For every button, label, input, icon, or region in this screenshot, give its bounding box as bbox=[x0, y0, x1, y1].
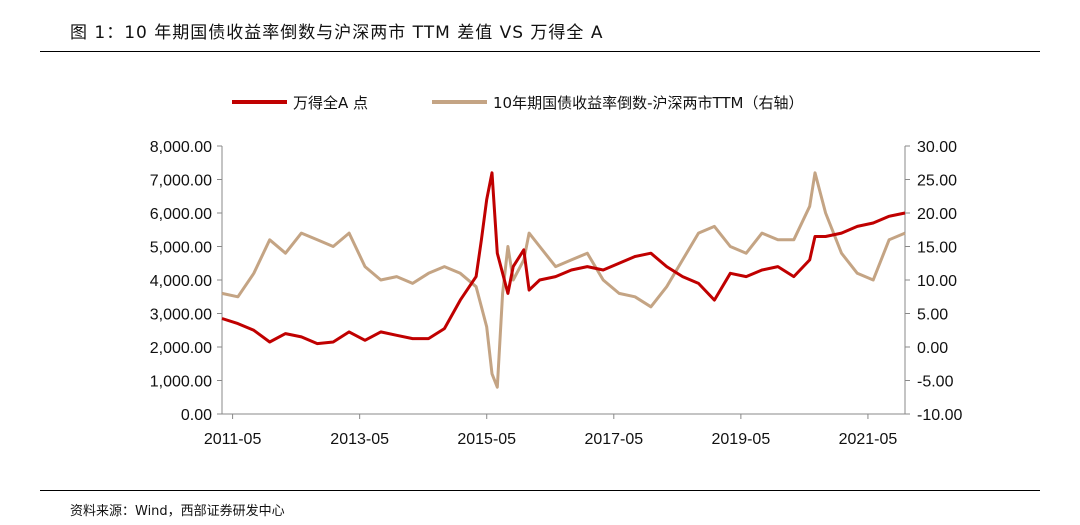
left-tick-label: 4,000.00 bbox=[150, 273, 212, 290]
right-tick-label: 20.00 bbox=[917, 206, 957, 223]
left-tick-label: 8,000.00 bbox=[150, 139, 212, 156]
legend: 万得全A 点 10年期国债收益率倒数-沪深两市TTM（右轴） bbox=[232, 94, 804, 112]
left-tick-label: 5,000.00 bbox=[150, 240, 212, 257]
legend-item-yield-gap: 10年期国债收益率倒数-沪深两市TTM（右轴） bbox=[493, 94, 804, 112]
legend-item-wind-a: 万得全A 点 bbox=[293, 94, 368, 112]
left-tick-label: 1,000.00 bbox=[150, 374, 212, 391]
x-tick-label: 2021-05 bbox=[839, 431, 898, 448]
figure-title: 图 1：10 年期国债收益率倒数与沪深两市 TTM 差值 VS 万得全 A bbox=[70, 23, 604, 43]
x-tick-label: 2013-05 bbox=[330, 431, 389, 448]
right-tick-label: 0.00 bbox=[917, 340, 948, 357]
source-rule bbox=[40, 490, 1040, 491]
right-tick-label: 30.00 bbox=[917, 139, 957, 156]
series-line-wind-a bbox=[221, 171, 906, 346]
left-tick-label: 2,000.00 bbox=[150, 340, 212, 357]
right-tick-label: 15.00 bbox=[917, 240, 957, 257]
right-tick-label: -10.00 bbox=[917, 407, 962, 424]
right-tick-label: 5.00 bbox=[917, 307, 948, 324]
right-tick-label: -5.00 bbox=[917, 374, 954, 391]
left-tick-label: 6,000.00 bbox=[150, 206, 212, 223]
series-line-yield-gap bbox=[221, 171, 906, 389]
left-tick-label: 0.00 bbox=[181, 407, 212, 424]
x-tick-label: 2011-05 bbox=[204, 431, 262, 448]
left-tick-label: 7,000.00 bbox=[150, 173, 212, 190]
left-tick-label: 3,000.00 bbox=[150, 307, 212, 324]
title-rule bbox=[40, 51, 1040, 52]
source-note: 资料来源：Wind，西部证券研发中心 bbox=[70, 504, 285, 519]
chart-series bbox=[221, 171, 906, 389]
x-tick-label: 2017-05 bbox=[584, 431, 643, 448]
right-tick-label: 25.00 bbox=[917, 173, 957, 190]
x-tick-label: 2015-05 bbox=[457, 431, 516, 448]
chart-axes: 0.00 1,000.00 2,000.00 3,000.00 4,000.00 5,00… bbox=[150, 139, 963, 448]
right-tick-label: 10.00 bbox=[917, 273, 957, 290]
x-tick-label: 2019-05 bbox=[712, 431, 771, 448]
